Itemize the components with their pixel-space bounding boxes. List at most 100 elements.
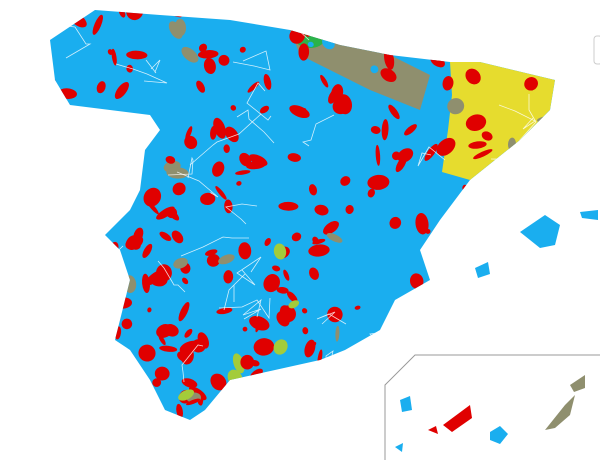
province-border xyxy=(181,344,204,383)
municipality xyxy=(425,369,434,384)
municipality xyxy=(181,378,198,388)
municipality xyxy=(215,186,227,200)
municipality xyxy=(126,50,148,60)
islands xyxy=(395,210,598,452)
municipality xyxy=(320,74,329,88)
municipality xyxy=(230,105,237,111)
municipality xyxy=(468,141,487,149)
municipality xyxy=(306,21,313,26)
municipality xyxy=(101,278,117,295)
municipality xyxy=(94,280,109,295)
province-border xyxy=(180,236,249,257)
municipality xyxy=(238,242,252,260)
municipality xyxy=(291,232,302,242)
municipality xyxy=(550,205,555,219)
municipality xyxy=(86,223,96,238)
municipality xyxy=(58,394,66,411)
municipality xyxy=(264,238,271,246)
province-border xyxy=(498,104,536,130)
municipality xyxy=(307,41,314,48)
tenerife xyxy=(443,405,472,432)
province-border xyxy=(115,63,168,84)
province-border xyxy=(218,297,271,320)
municipality xyxy=(361,22,369,33)
el-hierro xyxy=(395,443,403,452)
municipality xyxy=(514,339,527,349)
municipality xyxy=(99,180,117,197)
municipality xyxy=(197,50,219,59)
municipality xyxy=(357,10,373,21)
municipality xyxy=(156,206,175,220)
municipality xyxy=(143,187,162,207)
municipality xyxy=(348,393,364,408)
municipality xyxy=(288,300,300,309)
municipality xyxy=(478,408,488,420)
municipality xyxy=(249,315,270,331)
side-control[interactable] xyxy=(593,35,600,65)
municipality xyxy=(184,328,193,338)
municipality xyxy=(308,244,330,257)
municipality xyxy=(210,373,227,391)
municipality xyxy=(127,401,149,411)
municipality xyxy=(370,126,381,134)
municipality xyxy=(219,400,229,408)
municipality xyxy=(171,230,184,244)
municipality xyxy=(287,153,301,162)
municipality xyxy=(94,357,106,371)
municipality xyxy=(473,30,484,37)
municipality xyxy=(534,159,543,171)
province-border xyxy=(225,203,258,225)
municipality xyxy=(424,143,438,161)
municipality xyxy=(36,121,50,133)
municipality xyxy=(92,329,113,339)
municipality xyxy=(196,80,206,93)
municipality xyxy=(475,290,485,304)
municipality xyxy=(106,272,121,280)
province-border xyxy=(50,337,79,392)
municipality xyxy=(69,160,76,171)
province-border xyxy=(417,146,446,167)
municipality xyxy=(392,349,409,367)
province-border xyxy=(445,357,472,378)
municipality xyxy=(197,332,209,349)
municipality xyxy=(247,81,260,93)
municipality xyxy=(488,179,501,202)
municipality xyxy=(50,299,54,311)
municipality xyxy=(323,220,339,235)
municipality xyxy=(111,395,128,411)
municipality xyxy=(314,204,329,216)
municipality xyxy=(381,119,389,141)
province-border xyxy=(369,330,401,369)
province-border xyxy=(316,311,347,325)
municipality xyxy=(489,355,512,370)
municipality xyxy=(159,231,172,241)
province-border xyxy=(242,298,262,320)
lanzarote xyxy=(570,375,585,392)
mainland xyxy=(50,10,555,420)
la-gomera xyxy=(428,426,438,434)
municipality xyxy=(52,157,59,178)
municipality xyxy=(330,10,341,19)
municipality xyxy=(515,357,523,369)
municipality xyxy=(118,10,126,18)
municipality xyxy=(335,325,340,342)
municipality xyxy=(200,192,216,206)
province-border xyxy=(509,340,532,353)
municipality xyxy=(263,274,280,293)
province-border xyxy=(167,156,194,179)
municipality xyxy=(114,81,129,100)
province-border xyxy=(109,378,138,401)
province-border xyxy=(145,59,161,74)
municipality xyxy=(532,168,539,178)
municipality xyxy=(465,114,487,131)
province-border xyxy=(482,10,512,43)
municipality xyxy=(389,216,402,229)
municipality xyxy=(147,307,152,313)
municipality xyxy=(370,65,379,74)
municipality xyxy=(184,135,198,150)
municipality xyxy=(326,233,343,243)
municipality xyxy=(465,68,481,85)
municipality xyxy=(206,254,220,267)
municipality xyxy=(273,243,287,260)
